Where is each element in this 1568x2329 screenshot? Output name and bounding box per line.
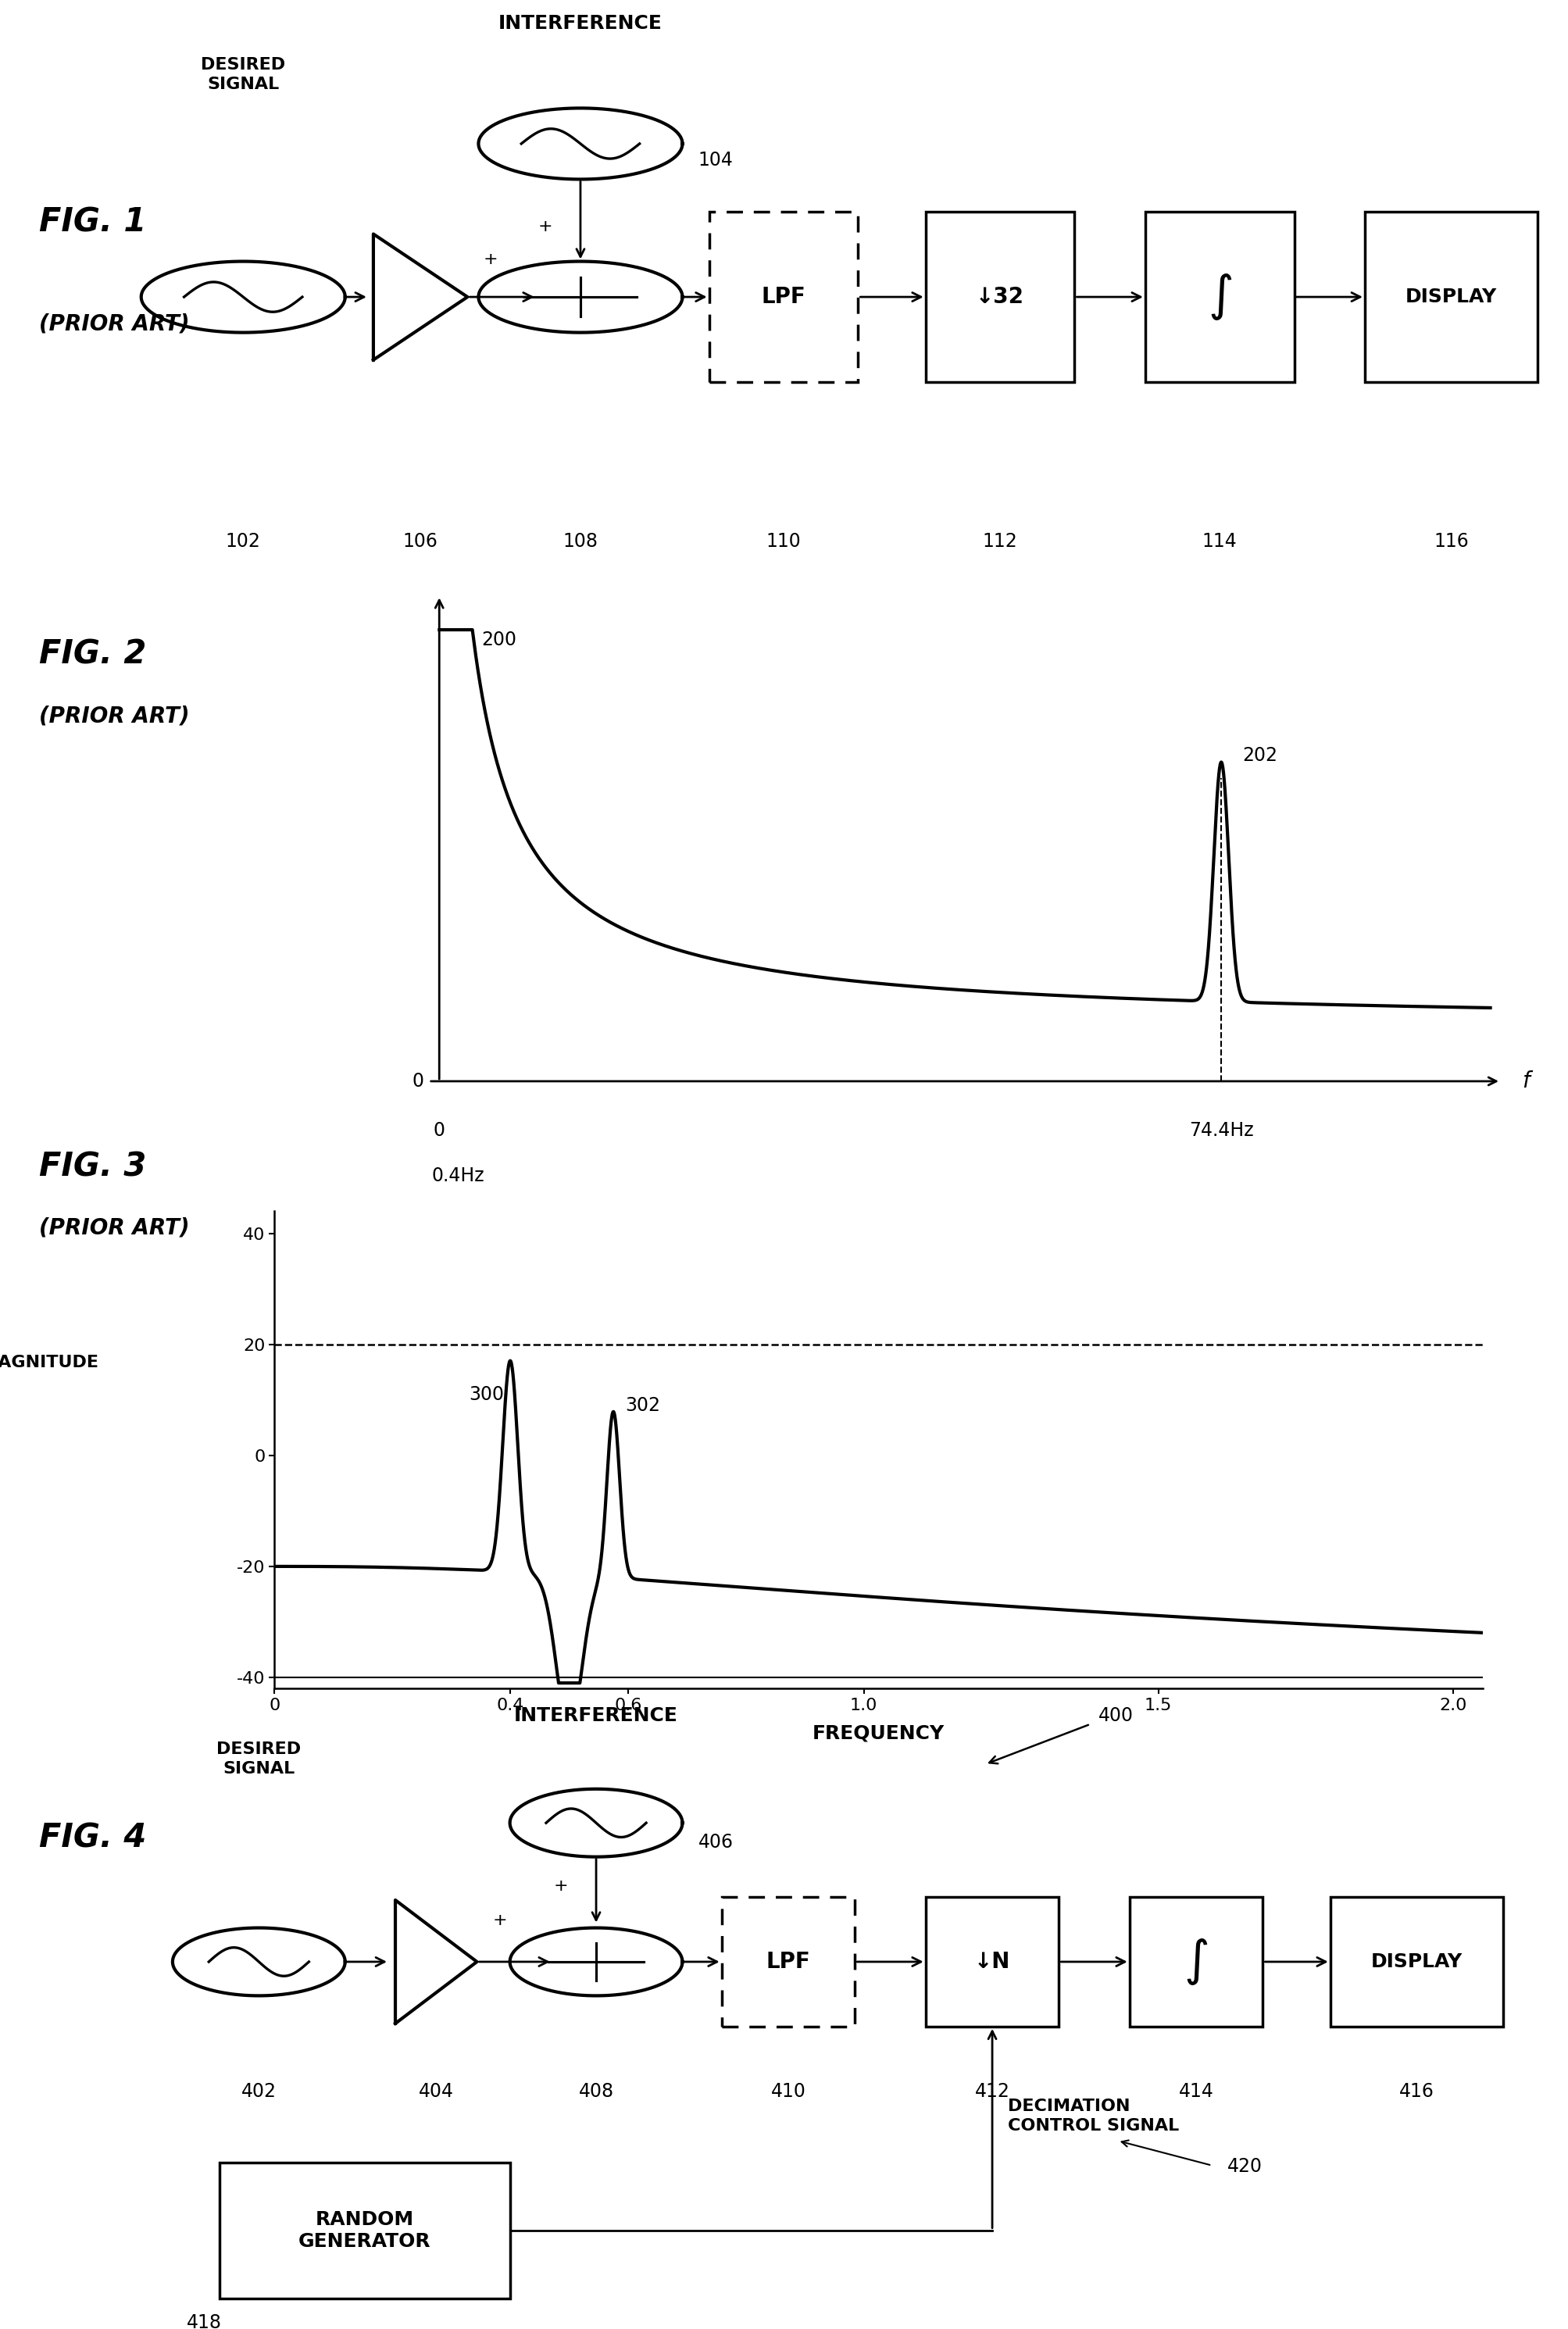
Text: DECIMATION
CONTROL SIGNAL: DECIMATION CONTROL SIGNAL [1008,2098,1179,2133]
Text: INTERFERENCE: INTERFERENCE [514,1707,677,1726]
Text: 108: 108 [563,533,597,552]
Text: 410: 410 [770,2082,806,2101]
Text: +: + [538,219,552,235]
Text: LPF: LPF [765,1952,811,1973]
Text: 414: 414 [1178,2082,1214,2101]
Text: 0.4Hz: 0.4Hz [431,1167,485,1185]
Bar [1145,212,1294,382]
Text: INTERFERENCE: INTERFERENCE [499,14,662,33]
Text: 302: 302 [624,1395,660,1414]
Text: DISPLAY: DISPLAY [1405,286,1496,307]
Text: (PRIOR ART): (PRIOR ART) [39,312,190,335]
Text: 102: 102 [226,533,260,552]
Text: $\int$: $\int$ [1207,272,1231,321]
Text: ↓N: ↓N [974,1952,1010,1973]
Text: 412: 412 [974,2082,1010,2101]
Text: 112: 112 [982,533,1018,552]
Text: 418: 418 [187,2313,221,2329]
Text: 0: 0 [433,1120,445,1141]
Text: 404: 404 [419,2082,453,2101]
Bar [1330,1896,1502,2026]
Text: +: + [492,1912,506,1928]
Text: (PRIOR ART): (PRIOR ART) [39,1218,190,1239]
Bar [220,2161,510,2299]
Text: 402: 402 [241,2082,276,2101]
Text: 420: 420 [1228,2157,1262,2175]
Text: 202: 202 [1242,745,1276,764]
Text: MAGNITUDE: MAGNITUDE [0,1355,99,1369]
Text: 104: 104 [698,151,732,170]
Text: 406: 406 [698,1833,732,1852]
Text: 106: 106 [403,533,437,552]
Text: RANDOM
GENERATOR: RANDOM GENERATOR [298,2210,431,2250]
Text: 110: 110 [765,533,801,552]
Text: 200: 200 [481,631,516,650]
Text: DESIRED
SIGNAL: DESIRED SIGNAL [216,1742,301,1777]
Bar [925,1896,1058,2026]
Text: $\int$: $\int$ [1184,1938,1207,1987]
Text: (PRIOR ART): (PRIOR ART) [39,706,190,727]
Bar [925,212,1074,382]
X-axis label: FREQUENCY: FREQUENCY [812,1723,944,1742]
Text: +: + [554,1877,568,1893]
Text: ↓32: ↓32 [975,286,1024,307]
Text: FIG. 4: FIG. 4 [39,1821,146,1854]
Text: DISPLAY: DISPLAY [1370,1952,1461,1970]
Text: 408: 408 [579,2082,613,2101]
Text: FIG. 1: FIG. 1 [39,205,146,238]
Text: 416: 416 [1399,2082,1433,2101]
Text: LPF: LPF [760,286,806,307]
Bar [1364,212,1537,382]
Text: DESIRED
SIGNAL: DESIRED SIGNAL [201,58,285,93]
Text: +: + [483,252,497,268]
Text: FIG. 2: FIG. 2 [39,638,146,671]
Text: 116: 116 [1433,533,1468,552]
Text: 300: 300 [469,1386,503,1404]
Bar [709,212,858,382]
Text: FIG. 3: FIG. 3 [39,1151,146,1183]
Bar [1129,1896,1262,2026]
Text: 114: 114 [1201,533,1237,552]
Text: f: f [1521,1071,1529,1092]
Text: 0: 0 [411,1071,423,1090]
Bar [721,1896,855,2026]
Text: 74.4Hz: 74.4Hz [1189,1120,1253,1141]
Text: 400: 400 [1098,1707,1132,1726]
